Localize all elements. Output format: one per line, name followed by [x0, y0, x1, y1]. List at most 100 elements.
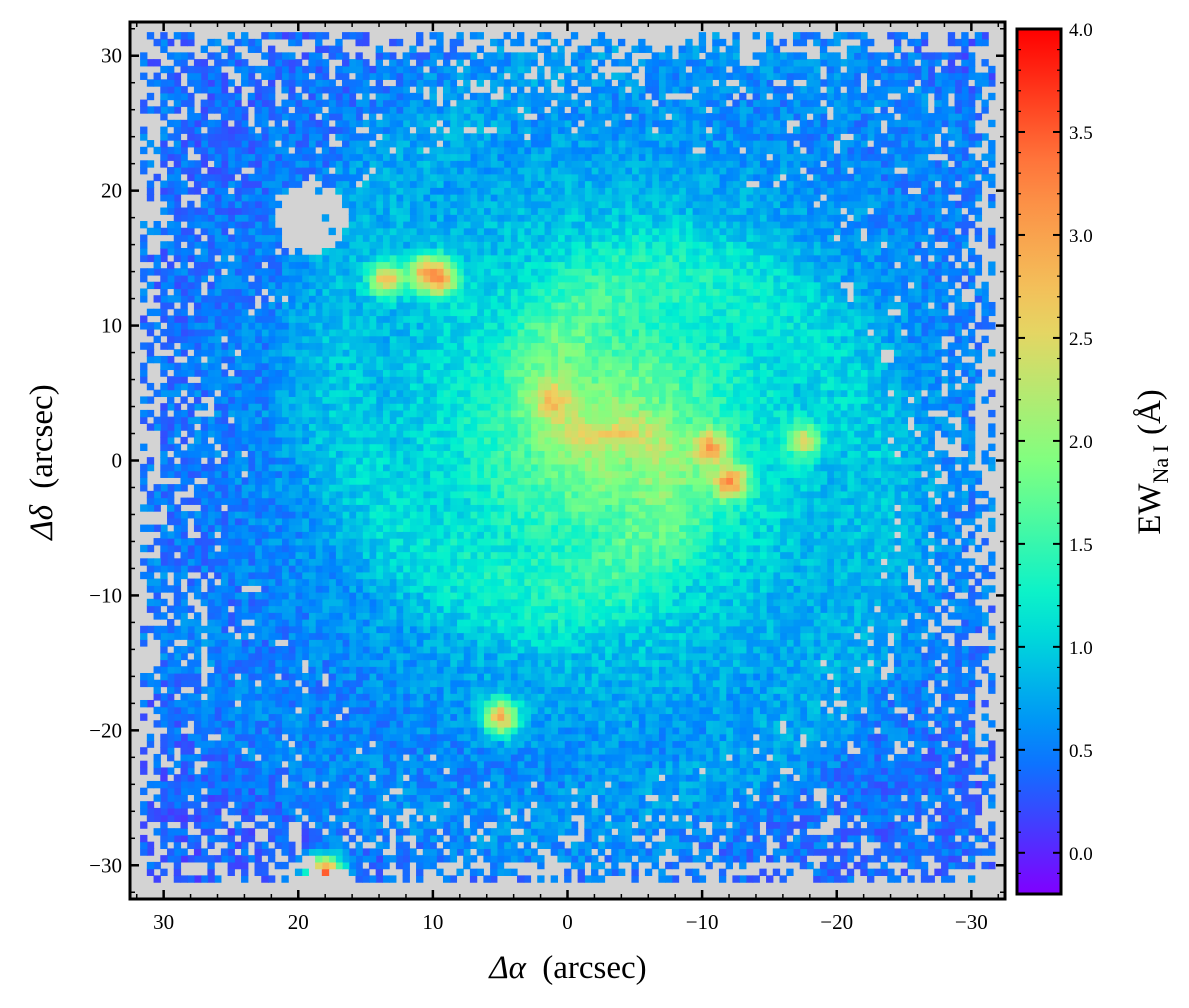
- heatmap-cell: [934, 200, 942, 209]
- heatmap-cell: [954, 470, 962, 478]
- heatmap-cell: [698, 335, 707, 344]
- heatmap-cell: [988, 497, 996, 505]
- heatmap-cell: [698, 113, 707, 121]
- heatmap-cell: [698, 686, 707, 694]
- heatmap-cell: [914, 538, 922, 546]
- heatmap-cell: [692, 126, 700, 134]
- heatmap-cell: [947, 248, 956, 256]
- heatmap-cell: [907, 747, 915, 755]
- heatmap-cell: [819, 760, 828, 769]
- heatmap-cell: [954, 153, 962, 161]
- heatmap-cell: [685, 268, 693, 276]
- heatmap-cell: [772, 248, 781, 256]
- heatmap-cell: [819, 571, 828, 580]
- heatmap-cell: [826, 349, 834, 357]
- heatmap-cell: [954, 268, 962, 276]
- heatmap-cell: [974, 261, 983, 269]
- heatmap-cell: [806, 666, 814, 674]
- heatmap-cell: [967, 200, 976, 209]
- heatmap-cell: [833, 504, 841, 512]
- heatmap-cell: [853, 355, 861, 364]
- heatmap-cell: [779, 490, 787, 499]
- heatmap-cell: [766, 281, 774, 290]
- heatmap-cell: [887, 720, 895, 728]
- heatmap-cell: [873, 787, 882, 796]
- heatmap-cell: [900, 524, 908, 532]
- heatmap-cell: [907, 652, 915, 661]
- heatmap-cell: [880, 234, 888, 242]
- heatmap-cell: [826, 713, 834, 721]
- heatmap-cell: [692, 565, 700, 573]
- heatmap-cell: [833, 308, 841, 317]
- heatmap-cell: [813, 807, 821, 816]
- heatmap-cell: [840, 187, 848, 195]
- heatmap-cell: [739, 335, 747, 344]
- heatmap-cell: [813, 693, 821, 701]
- heatmap-cell: [806, 382, 814, 391]
- heatmap-cell: [947, 774, 956, 782]
- heatmap-cell: [806, 79, 814, 87]
- heatmap-cell: [752, 167, 760, 175]
- heatmap-cell: [947, 558, 956, 566]
- heatmap-cell: [981, 457, 989, 465]
- heatmap-cell: [934, 369, 942, 377]
- heatmap-cell: [685, 248, 693, 256]
- heatmap-cell: [840, 477, 848, 485]
- heatmap-cell: [813, 180, 821, 188]
- heatmap-cell: [880, 868, 888, 876]
- heatmap-cell: [846, 673, 855, 681]
- heatmap-cell: [893, 328, 902, 337]
- heatmap-cell: [766, 234, 774, 242]
- heatmap-cell: [920, 79, 929, 87]
- heatmap-cell: [893, 565, 902, 573]
- heatmap-cell: [961, 133, 969, 141]
- heatmap-cell: [887, 99, 895, 107]
- heatmap-cell: [914, 288, 922, 296]
- heatmap-cell: [786, 376, 794, 384]
- heatmap-cell: [725, 403, 733, 411]
- heatmap-cell: [725, 740, 733, 748]
- heatmap-cell: [880, 342, 888, 350]
- heatmap-cell: [887, 774, 895, 782]
- heatmap-cell: [867, 699, 875, 708]
- heatmap-cell: [772, 767, 781, 775]
- heatmap-cell: [867, 92, 875, 101]
- heatmap-cell: [961, 194, 969, 202]
- heatmap-cell: [692, 45, 700, 53]
- heatmap-cell: [920, 571, 929, 580]
- heatmap-cell: [967, 497, 976, 505]
- heatmap-cell: [900, 443, 908, 451]
- heatmap-cell: [927, 59, 935, 67]
- heatmap-cell: [961, 828, 969, 836]
- heatmap-cell: [712, 571, 720, 580]
- heatmap-cell: [927, 376, 935, 384]
- heatmap-cell: [739, 173, 747, 182]
- heatmap-cell: [873, 207, 882, 215]
- heatmap-cell: [692, 619, 700, 627]
- heatmap-cell: [954, 65, 962, 74]
- heatmap-cell: [786, 605, 794, 613]
- heatmap-cell: [867, 524, 875, 532]
- heatmap-cell: [766, 605, 774, 613]
- heatmap-cell: [893, 767, 902, 775]
- heatmap-cell: [826, 605, 834, 613]
- heatmap-cell: [806, 794, 814, 802]
- heatmap-cell: [725, 355, 733, 364]
- heatmap-cell: [718, 753, 727, 762]
- heatmap-cell: [759, 160, 767, 168]
- heatmap-cell: [900, 733, 908, 742]
- heatmap-cell: [732, 747, 740, 755]
- heatmap-cell: [873, 241, 882, 249]
- heatmap-cell: [974, 92, 983, 101]
- heatmap-cell: [873, 558, 882, 566]
- heatmap-cell: [833, 801, 841, 809]
- heatmap-cell: [712, 436, 720, 445]
- heatmap-cell: [867, 126, 875, 134]
- heatmap-cell: [779, 463, 787, 472]
- heatmap-cell: [718, 133, 727, 141]
- heatmap-cells: [140, 32, 996, 883]
- heatmap-cell: [893, 585, 902, 593]
- heatmap-cell: [914, 659, 922, 667]
- heatmap-cell: [692, 140, 700, 148]
- heatmap-cell: [867, 133, 875, 141]
